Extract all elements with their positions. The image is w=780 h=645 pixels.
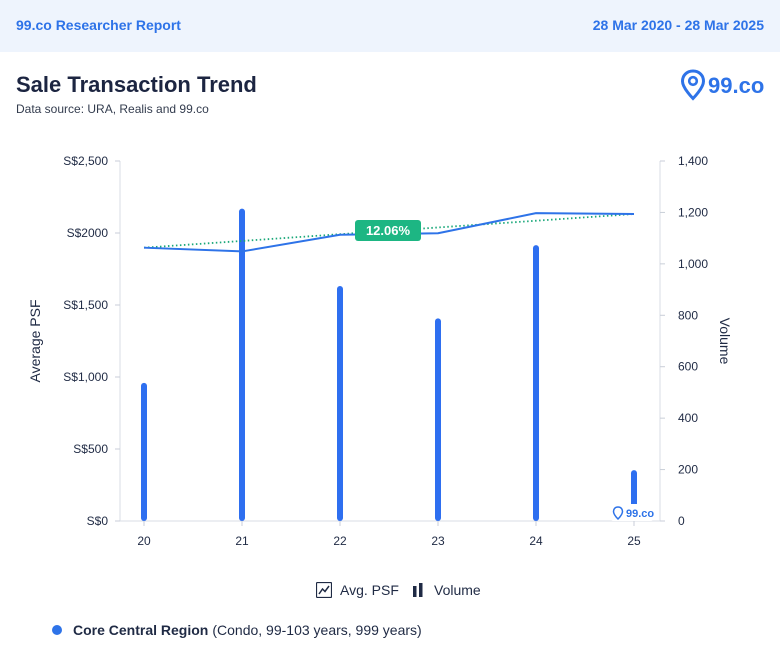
x-tick-label: 24 xyxy=(529,534,543,548)
left-tick-label: S$2,500 xyxy=(63,154,108,168)
y-axis-right-title: Volume xyxy=(717,318,733,365)
right-tick-label: 1,000 xyxy=(678,257,708,271)
x-tick-label: 25 xyxy=(627,534,641,548)
sale-trend-chart: 12.06% 99.co S$0 S$500 S$1,000 S$1,500 S$2000… xyxy=(27,154,733,548)
location-pin-icon xyxy=(680,69,706,101)
chart-legend: Avg. PSF Volume xyxy=(0,582,780,602)
left-tick-label: S$1,000 xyxy=(63,370,108,384)
legend-psf[interactable]: Avg. PSF xyxy=(316,582,399,598)
right-tick-label: 1,400 xyxy=(678,154,708,168)
watermark-text: 99.co xyxy=(626,508,654,520)
x-tick-label: 23 xyxy=(431,534,445,548)
axis-labels: S$0 S$500 S$1,000 S$1,500 S$2000 S$2,500 0 200 4… xyxy=(27,154,733,548)
psf-lines: 12.06% 99.co xyxy=(143,212,654,521)
growth-badge-label: 12.06% xyxy=(366,223,411,238)
left-tick-label: S$1,500 xyxy=(63,298,108,312)
trend-line xyxy=(143,213,635,249)
volume-bar xyxy=(435,318,441,521)
volume-bars xyxy=(141,208,637,522)
volume-bar xyxy=(239,208,245,522)
legend-volume[interactable]: Volume xyxy=(412,582,481,598)
x-tick-label: 22 xyxy=(333,534,347,548)
legend-psf-label: Avg. PSF xyxy=(340,582,399,598)
volume-bar xyxy=(533,245,539,521)
right-tick-label: 1,200 xyxy=(678,205,708,219)
region-dot xyxy=(52,625,62,635)
left-tick-label: S$500 xyxy=(73,442,108,456)
right-tick-label: 200 xyxy=(678,463,698,477)
date-range: 28 Mar 2020 - 28 Mar 2025 xyxy=(592,17,764,33)
page-title: Sale Transaction Trend xyxy=(16,72,257,97)
watermark-pin-icon xyxy=(612,506,624,521)
logo-text: 99.co xyxy=(708,73,764,98)
data-source: Data source: URA, Realis and 99.co xyxy=(16,102,209,116)
bar-chart-icon xyxy=(413,583,423,597)
region-legend: Core Central Region (Condo, 99-103 years… xyxy=(52,622,422,638)
legend-volume-label: Volume xyxy=(434,582,481,598)
volume-bar xyxy=(141,382,147,521)
brand-logo: 99.co xyxy=(680,69,764,101)
growth-badge xyxy=(355,220,421,241)
chart-axes xyxy=(115,160,665,526)
region-name: Core Central Region xyxy=(73,622,209,638)
y-axis-left-title: Average PSF xyxy=(27,299,43,382)
region-detail: (Condo, 99-103 years, 999 years) xyxy=(212,622,422,638)
x-tick-label: 20 xyxy=(137,534,151,548)
line-chart-icon xyxy=(316,582,332,598)
right-tick-label: 400 xyxy=(678,411,698,425)
volume-bar xyxy=(337,285,343,521)
report-brand: 99.co Researcher Report xyxy=(16,17,181,33)
watermark: 99.co xyxy=(611,504,654,521)
x-tick-label: 21 xyxy=(235,534,249,548)
right-tick-label: 0 xyxy=(678,514,685,528)
report-header: 99.co Researcher Report 28 Mar 2020 - 28… xyxy=(0,0,780,52)
right-tick-label: 800 xyxy=(678,308,698,322)
left-tick-label: S$0 xyxy=(87,514,109,528)
left-tick-label: S$2000 xyxy=(67,226,109,240)
right-tick-label: 600 xyxy=(678,360,698,374)
